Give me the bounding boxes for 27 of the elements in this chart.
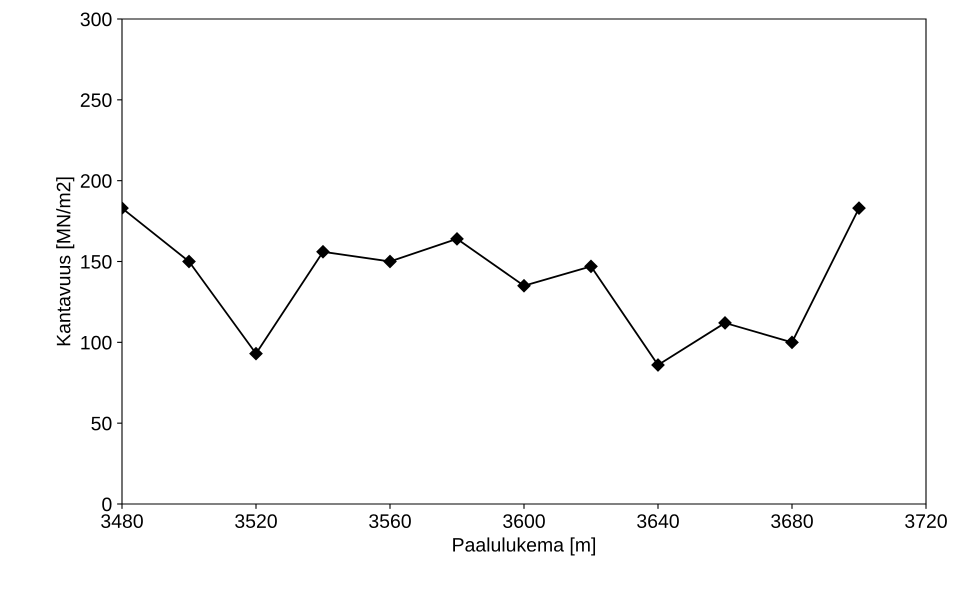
point xyxy=(718,316,732,330)
x-tick-label: 3520 xyxy=(235,514,277,528)
point xyxy=(249,347,263,360)
x-tick-label: 3680 xyxy=(771,514,813,528)
point xyxy=(651,358,665,372)
point xyxy=(182,254,196,268)
point xyxy=(785,336,799,349)
y-tick-label: 250 xyxy=(80,93,112,108)
point xyxy=(852,202,866,215)
x-tick-label: 3600 xyxy=(503,514,545,528)
x-tick-label: 3720 xyxy=(905,514,947,528)
y-tick-label: 300 xyxy=(80,12,112,26)
x-tick-label: 3560 xyxy=(369,514,411,528)
x-tick-label: 3640 xyxy=(637,514,679,528)
point xyxy=(584,260,598,273)
y-axis-title: Kantavuus [MN/m2] xyxy=(56,178,74,346)
point xyxy=(383,254,397,268)
y-tick-label: 150 xyxy=(81,254,112,269)
y-tick-label: 0 xyxy=(102,497,112,512)
y-tick-label: 50 xyxy=(91,416,112,430)
point xyxy=(450,232,464,246)
x-tick-label: 3480 xyxy=(101,514,143,528)
x-axis-title: Paalulukema [m] xyxy=(453,537,596,556)
y-tick-label: 100 xyxy=(81,336,112,350)
point xyxy=(316,245,330,258)
point xyxy=(517,279,531,292)
y-tick-label: 200 xyxy=(80,174,112,188)
